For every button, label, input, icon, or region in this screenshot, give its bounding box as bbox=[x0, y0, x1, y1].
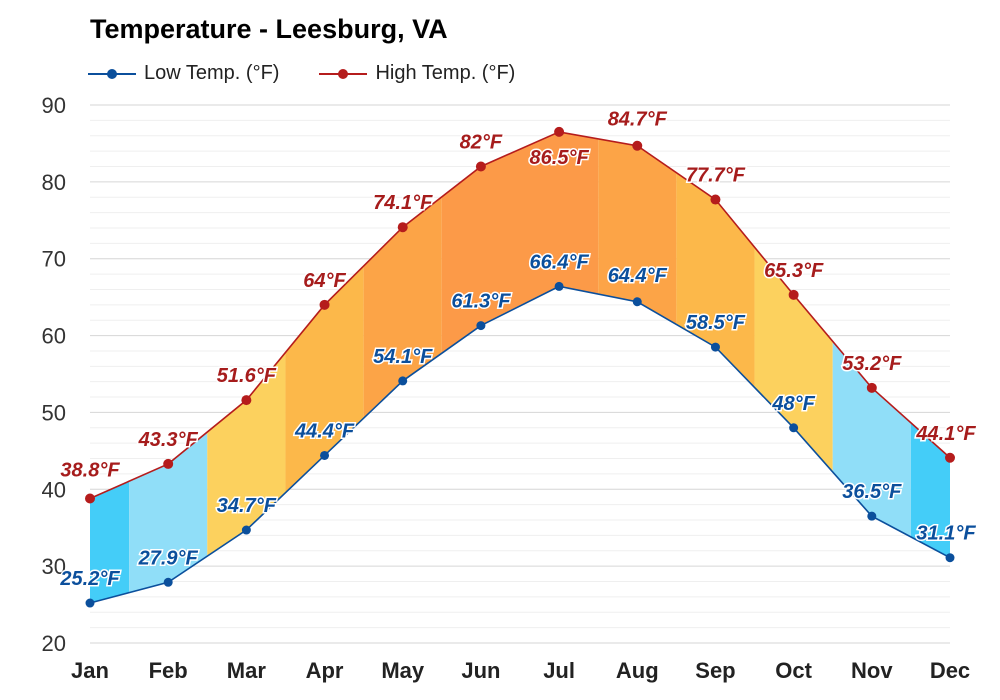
high-temp-label: 53.2°F bbox=[842, 353, 902, 375]
x-tick-label: Sep bbox=[695, 658, 735, 683]
temperature-band bbox=[363, 196, 442, 419]
low-temp-label: 66.4°F bbox=[530, 251, 590, 273]
x-tick-label: Nov bbox=[851, 658, 893, 683]
low-temp-label: 31.1°F bbox=[916, 523, 976, 545]
legend: Low Temp. (°F) High Temp. (°F) bbox=[88, 62, 555, 85]
temperature-band bbox=[90, 481, 130, 604]
temperature-band bbox=[832, 341, 911, 537]
y-tick-label: 60 bbox=[42, 324, 66, 349]
low-temp-label: 48°F bbox=[771, 393, 815, 415]
legend-low-swatch-icon bbox=[88, 68, 136, 79]
x-tick-label: Apr bbox=[306, 658, 344, 683]
high-temp-point bbox=[710, 194, 721, 205]
y-tick-label: 20 bbox=[42, 631, 66, 656]
legend-low-label: Low Temp. (°F) bbox=[144, 62, 280, 84]
low-temp-label: 64.4°F bbox=[608, 265, 668, 287]
high-temp-label: 44.1°F bbox=[915, 423, 976, 445]
x-tick-label: May bbox=[381, 658, 425, 683]
high-temp-point bbox=[945, 452, 955, 463]
temperature-band bbox=[520, 131, 599, 306]
low-temp-line bbox=[89, 285, 951, 604]
low-temp-label: 34.7°F bbox=[217, 495, 277, 517]
legend-item-low[interactable]: Low Temp. (°F) bbox=[88, 62, 279, 85]
low-temp-point bbox=[241, 525, 251, 535]
high-temp-point bbox=[475, 161, 486, 172]
legend-high-label: High Temp. (°F) bbox=[375, 62, 516, 84]
high-temp-point bbox=[397, 222, 408, 233]
y-tick-label: 80 bbox=[42, 170, 66, 195]
low-temp-label: 25.2°F bbox=[59, 568, 120, 590]
y-tick-label: 40 bbox=[42, 477, 66, 502]
low-temp-point bbox=[85, 598, 95, 608]
high-temp-point bbox=[319, 299, 330, 310]
high-temp-label: 38.8°F bbox=[60, 460, 120, 482]
low-temp-point bbox=[398, 376, 408, 386]
low-temp-label: 58.5°F bbox=[686, 312, 746, 334]
high-temp-label: 51.6°F bbox=[217, 365, 277, 387]
legend-high-swatch-icon bbox=[319, 68, 368, 79]
low-temp-point bbox=[632, 297, 642, 307]
temperature-band bbox=[441, 149, 520, 354]
low-temp-point bbox=[789, 423, 799, 433]
low-temp-label: 36.5°F bbox=[842, 481, 902, 503]
low-temp-label: 61.3°F bbox=[451, 291, 511, 313]
low-temp-label: 54.1°F bbox=[373, 346, 433, 368]
high-temp-label: 77.7°F bbox=[686, 165, 746, 187]
chart-title: Temperature - Leesburg, VA bbox=[90, 14, 448, 44]
low-temp-label: 27.9°F bbox=[138, 547, 199, 569]
y-tick-label: 30 bbox=[42, 554, 66, 579]
low-temp-point bbox=[710, 342, 720, 352]
x-tick-label: Feb bbox=[149, 658, 188, 683]
x-tick-label: Jul bbox=[543, 658, 575, 683]
high-temp-label: 84.7°F bbox=[608, 109, 668, 131]
x-tick-label: Dec bbox=[930, 658, 970, 683]
y-tick-label: 50 bbox=[42, 400, 66, 425]
high-temp-point bbox=[788, 289, 799, 300]
x-tick-label: Mar bbox=[227, 658, 267, 683]
high-temp-point bbox=[85, 493, 95, 504]
y-tick-label: 90 bbox=[42, 93, 66, 118]
temperature-band bbox=[598, 138, 677, 325]
y-tick-label: 70 bbox=[42, 247, 66, 272]
high-temp-label: 86.5°F bbox=[530, 147, 590, 169]
high-temp-label: 74.1°F bbox=[373, 192, 433, 214]
high-temp-label: 64°F bbox=[303, 270, 346, 292]
high-temp-point bbox=[632, 140, 643, 151]
x-tick-label: Oct bbox=[775, 658, 812, 683]
temperature-band bbox=[129, 432, 208, 593]
x-tick-label: Jan bbox=[71, 658, 109, 683]
x-tick-label: Jun bbox=[461, 658, 500, 683]
low-temp-point bbox=[554, 281, 564, 291]
high-temp-point bbox=[866, 382, 877, 393]
high-temp-point bbox=[163, 458, 174, 469]
high-temp-point bbox=[554, 126, 565, 137]
high-temp-label: 43.3°F bbox=[138, 429, 199, 451]
high-temp-label: 65.3°F bbox=[764, 260, 824, 282]
low-temp-point bbox=[163, 577, 173, 587]
low-temp-point bbox=[945, 553, 955, 563]
low-temp-label: 44.4°F bbox=[294, 420, 355, 442]
temperature-band bbox=[676, 172, 755, 388]
x-tick-label: Aug bbox=[616, 658, 659, 683]
high-temp-line bbox=[89, 131, 951, 500]
high-temp-point bbox=[241, 395, 252, 406]
low-temp-point bbox=[867, 511, 877, 521]
temperature-band bbox=[207, 352, 286, 557]
legend-item-high[interactable]: High Temp. (°F) bbox=[319, 62, 515, 85]
low-temp-point bbox=[320, 450, 330, 460]
temperature-band bbox=[754, 247, 833, 472]
high-temp-label: 82°F bbox=[460, 131, 503, 153]
temperature-band bbox=[910, 422, 950, 558]
low-temp-point bbox=[476, 321, 486, 331]
